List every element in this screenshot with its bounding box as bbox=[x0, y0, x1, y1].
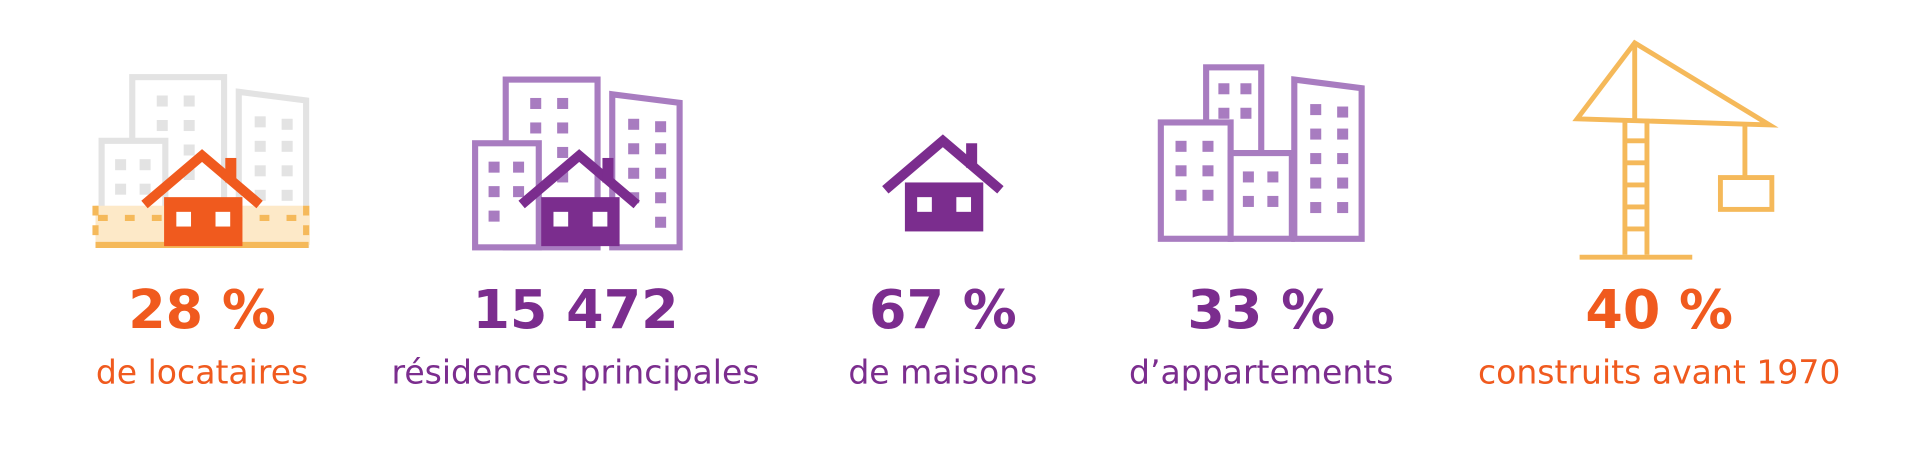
stat-value: 33 % bbox=[1187, 278, 1335, 341]
stat-label: d’appartements bbox=[1129, 352, 1393, 391]
icon-apartments bbox=[1157, 64, 1365, 242]
stat-value: 40 % bbox=[1585, 278, 1733, 341]
icon-residences bbox=[475, 80, 679, 248]
icon-houses bbox=[885, 141, 1000, 232]
stat-label: de locataires bbox=[96, 352, 308, 391]
stat-label: résidences principales bbox=[391, 352, 759, 391]
icon-crane bbox=[1572, 39, 1779, 260]
stat-value: 15 472 bbox=[472, 278, 678, 341]
stat-label: de maisons bbox=[848, 352, 1037, 391]
stat-value: 28 % bbox=[128, 278, 276, 341]
icon-rental bbox=[92, 77, 310, 246]
content: 28 % de locataires 15 472 résidences pri… bbox=[92, 39, 1840, 391]
stat-label: construits avant 1970 bbox=[1478, 352, 1840, 391]
stat-value: 67 % bbox=[869, 278, 1017, 341]
